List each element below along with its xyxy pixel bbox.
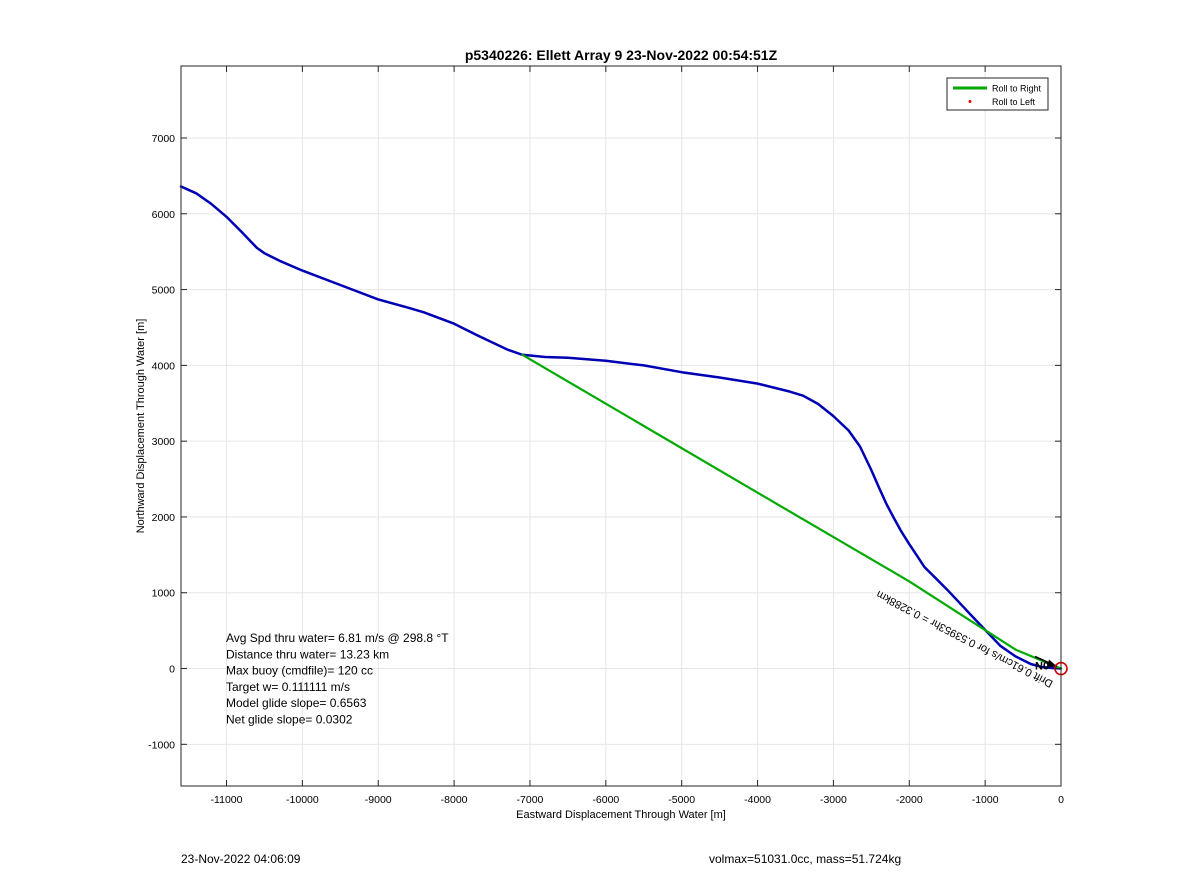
drift-text: Drift 0.61cm/s for 0.53953hr = 0.3288km [875, 588, 1055, 690]
legend: Roll to Right Roll to Left [946, 77, 1049, 111]
y-tick-label: 6000 [152, 209, 176, 221]
footer-vehicle-params: volmax=51031.0cc, mass=51.724kg [709, 852, 902, 866]
axes-frame [180, 65, 1062, 787]
y-tick-label: 7000 [152, 133, 176, 145]
y-tick-label: 0 [169, 664, 175, 676]
drift-arrow-head [1047, 659, 1057, 668]
x-tick-label: -3000 [820, 794, 847, 806]
stats-line: Net glide slope= 0.0302 [226, 713, 353, 727]
x-tick-label: -9000 [365, 794, 392, 806]
grid-lines [181, 66, 1062, 786]
x-tick-label: -2000 [896, 794, 923, 806]
data-series [179, 185, 1063, 670]
footer-timestamp: 23-Nov-2022 04:06:09 [181, 852, 301, 866]
stats-line: Target w= 0.111111 m/s [226, 680, 350, 694]
stats-line: Model glide slope= 0.6563 [226, 696, 367, 710]
x-tick-label: -6000 [592, 794, 619, 806]
x-axis-label: Eastward Displacement Through Water [m] [516, 809, 726, 821]
y-tick-label: 4000 [152, 360, 176, 372]
x-tick-label: -5000 [668, 794, 695, 806]
arrow-label: N0 [1035, 661, 1049, 673]
x-tick-label: -1000 [972, 794, 999, 806]
x-tick-label: 0 [1058, 794, 1064, 806]
x-tick-label: -7000 [517, 794, 544, 806]
y-tick-label: 5000 [152, 285, 176, 297]
x-tick-label: -10000 [286, 794, 319, 806]
x-tick-label: -8000 [441, 794, 468, 806]
x-tick-label: -11000 [211, 794, 243, 806]
chart-title: p5340226: Ellett Array 9 23-Nov-2022 00:… [465, 47, 778, 63]
y-axis-label: Northward Displacement Through Water [m] [135, 319, 147, 534]
roll-to-right-line [521, 353, 1063, 670]
annotations: Avg Spd thru water= 6.81 m/s @ 298.8 °T D… [226, 588, 1068, 727]
legend-label: Roll to Left [992, 97, 1036, 107]
stats-line: Distance thru water= 13.23 km [226, 647, 389, 661]
stats-line: Avg Spd thru water= 6.81 m/s @ 298.8 °T [226, 631, 449, 645]
axis-ticks: -11000 -10000 -9000 -8000 -7000 -6000 -5000 -40… [148, 66, 1064, 806]
stats-line: Max buoy (cmdfile)= 120 cc [226, 664, 373, 678]
y-tick-label: -1000 [148, 739, 175, 751]
y-tick-label: 3000 [152, 436, 176, 448]
glider-track-line [179, 185, 1063, 670]
legend-box [946, 77, 1049, 111]
legend-swatch-dot [968, 100, 972, 103]
y-tick-label: 1000 [152, 588, 176, 600]
y-tick-label: 2000 [152, 512, 176, 524]
x-tick-label: -4000 [744, 794, 771, 806]
legend-label: Roll to Right [992, 84, 1042, 94]
